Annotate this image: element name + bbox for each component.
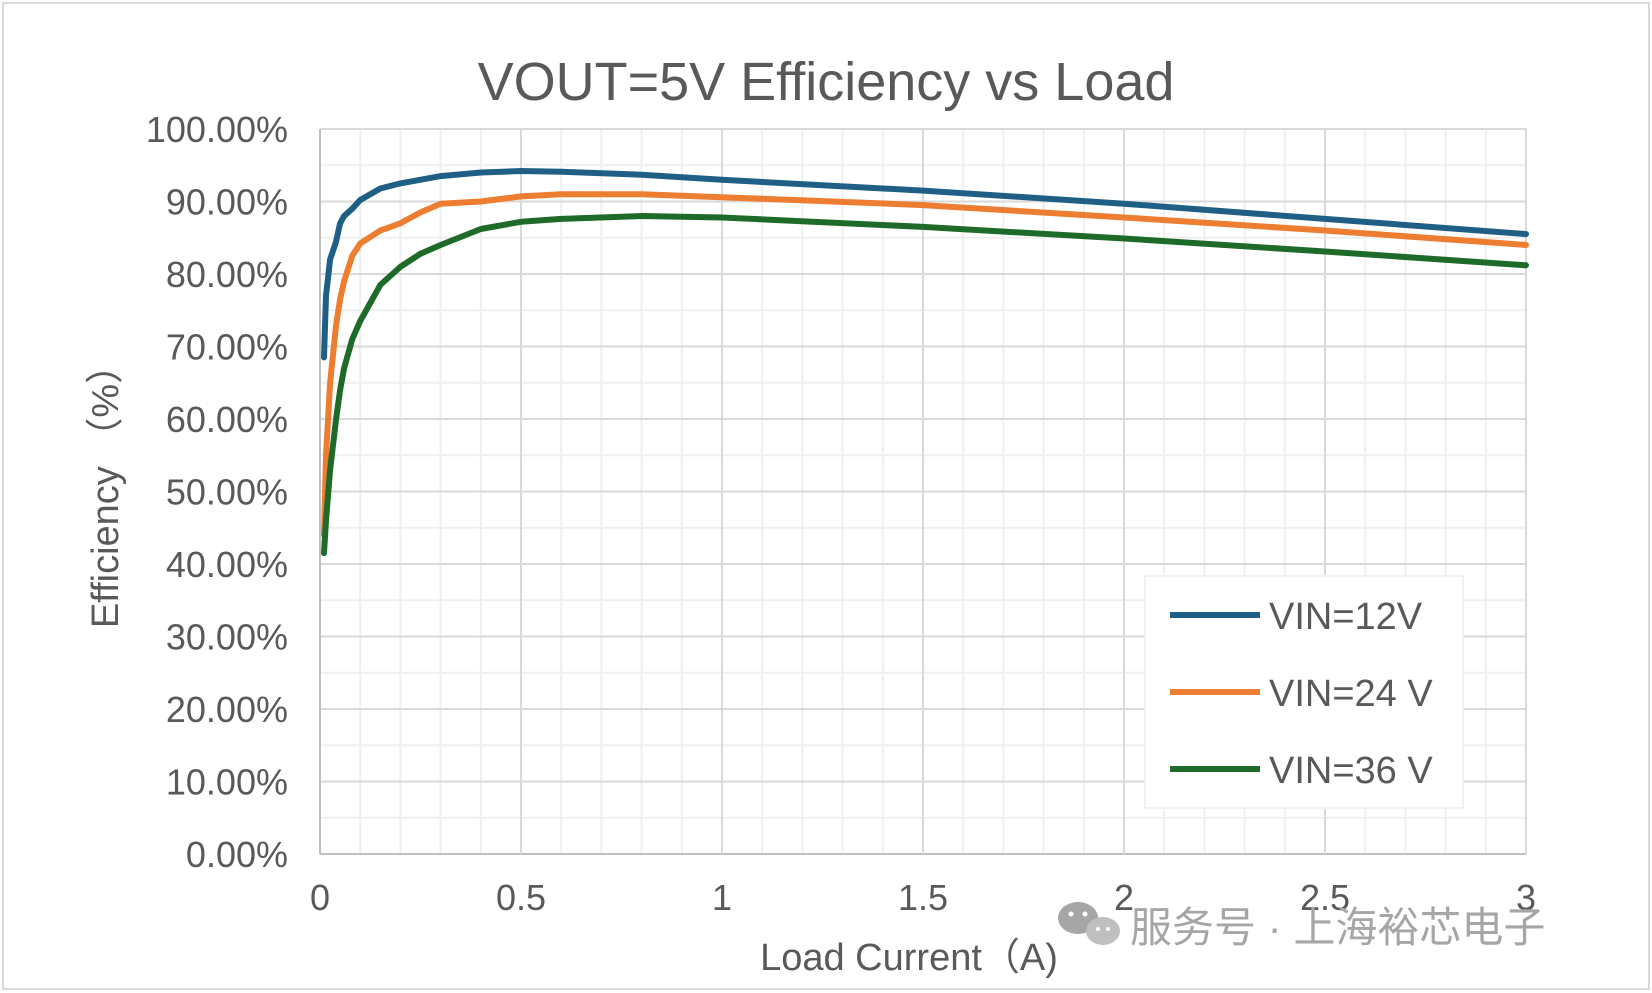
chart-title: VOUT=5V Efficiency vs Load — [478, 52, 1175, 112]
x-tick-label: 2 — [1114, 877, 1134, 918]
y-tick-label: 60.00% — [166, 399, 288, 440]
x-tick-label: 0 — [310, 877, 330, 918]
y-tick-label: 0.00% — [186, 834, 288, 875]
wechat-icon — [1058, 902, 1120, 945]
watermark-text: 服务号 · 上海裕芯电子 — [1130, 904, 1545, 951]
watermark: 服务号 · 上海裕芯电子 — [1058, 902, 1545, 951]
y-axis-label: Efficiency （%） — [85, 346, 127, 628]
x-axis-label: Load Current（A) — [760, 937, 1058, 979]
y-tick-label: 40.00% — [166, 544, 288, 585]
x-tick-labels: 0 0.5 1 1.5 2 2.5 3 — [310, 877, 1536, 918]
y-tick-label: 20.00% — [166, 689, 288, 730]
x-tick-label: 3 — [1516, 877, 1536, 918]
series-line-3 — [321, 213, 1529, 557]
legend-label: VIN=36 V — [1269, 750, 1433, 792]
legend-label: VIN=12V — [1269, 596, 1423, 638]
chart-svg: VOUT=5V Efficiency vs Load 0.00%10.00%20… — [85, 52, 1545, 979]
y-tick-label: 70.00% — [166, 327, 288, 368]
y-tick-label: 80.00% — [166, 254, 288, 295]
y-tick-labels: 0.00% 10.00% 20.00% 30.00% 40.00% 50.00% 60.00… — [146, 109, 288, 875]
legend: VIN=12V VIN=24 V VIN=36 V — [1144, 575, 1464, 809]
y-tick-label: 90.00% — [166, 182, 288, 223]
legend-label: VIN=24 V — [1269, 673, 1433, 715]
x-tick-label: 1.5 — [898, 877, 948, 918]
series-lines — [321, 168, 1529, 557]
x-tick-label: 2.5 — [1300, 877, 1350, 918]
y-tick-label: 100.00% — [146, 109, 288, 150]
series-line-2 — [321, 191, 1529, 538]
x-tick-label: 1 — [712, 877, 732, 918]
x-tick-label: 0.5 — [496, 877, 546, 918]
series-line-1 — [321, 168, 1529, 361]
y-tick-label: 10.00% — [166, 762, 288, 803]
y-tick-label: 30.00% — [166, 617, 288, 658]
y-tick-label: 50.00% — [166, 472, 288, 513]
